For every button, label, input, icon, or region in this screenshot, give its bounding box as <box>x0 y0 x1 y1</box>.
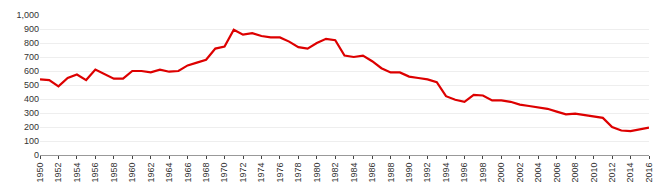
svg-text:200: 200 <box>24 122 39 132</box>
svg-text:1952: 1952 <box>53 163 63 183</box>
svg-text:2012: 2012 <box>607 163 617 183</box>
svg-text:1988: 1988 <box>386 163 396 183</box>
svg-text:800: 800 <box>24 38 39 48</box>
svg-text:1994: 1994 <box>441 163 451 183</box>
svg-text:1986: 1986 <box>367 163 377 183</box>
svg-text:1960: 1960 <box>127 163 137 183</box>
svg-text:1970: 1970 <box>219 163 229 183</box>
svg-text:1964: 1964 <box>164 163 174 183</box>
svg-text:2002: 2002 <box>515 163 525 183</box>
svg-text:700: 700 <box>24 52 39 62</box>
svg-text:2010: 2010 <box>589 163 599 183</box>
svg-text:1966: 1966 <box>183 163 193 183</box>
svg-text:400: 400 <box>24 94 39 104</box>
svg-text:1,000: 1,000 <box>16 10 39 20</box>
svg-text:600: 600 <box>24 66 39 76</box>
svg-text:500: 500 <box>24 80 39 90</box>
svg-text:2004: 2004 <box>533 163 543 183</box>
svg-text:2006: 2006 <box>552 163 562 183</box>
svg-text:1980: 1980 <box>312 163 322 183</box>
svg-text:1968: 1968 <box>201 163 211 183</box>
svg-text:1958: 1958 <box>109 163 119 183</box>
svg-text:0: 0 <box>34 150 39 160</box>
svg-text:1962: 1962 <box>146 163 156 183</box>
svg-text:1982: 1982 <box>330 163 340 183</box>
svg-text:2016: 2016 <box>644 163 654 183</box>
svg-text:2000: 2000 <box>496 163 506 183</box>
svg-text:1998: 1998 <box>478 163 488 183</box>
svg-text:100: 100 <box>24 136 39 146</box>
svg-text:1990: 1990 <box>404 163 414 183</box>
svg-text:900: 900 <box>24 24 39 34</box>
svg-text:1950: 1950 <box>35 163 45 183</box>
svg-text:1996: 1996 <box>459 163 469 183</box>
svg-text:1956: 1956 <box>90 163 100 183</box>
svg-text:1954: 1954 <box>72 163 82 183</box>
svg-text:1972: 1972 <box>238 163 248 183</box>
svg-text:2014: 2014 <box>625 163 635 183</box>
svg-text:300: 300 <box>24 108 39 118</box>
svg-text:1976: 1976 <box>275 163 285 183</box>
svg-text:1974: 1974 <box>256 163 266 183</box>
svg-text:2008: 2008 <box>570 163 580 183</box>
svg-text:1984: 1984 <box>349 163 359 183</box>
svg-text:1992: 1992 <box>422 163 432 183</box>
svg-text:1978: 1978 <box>293 163 303 183</box>
